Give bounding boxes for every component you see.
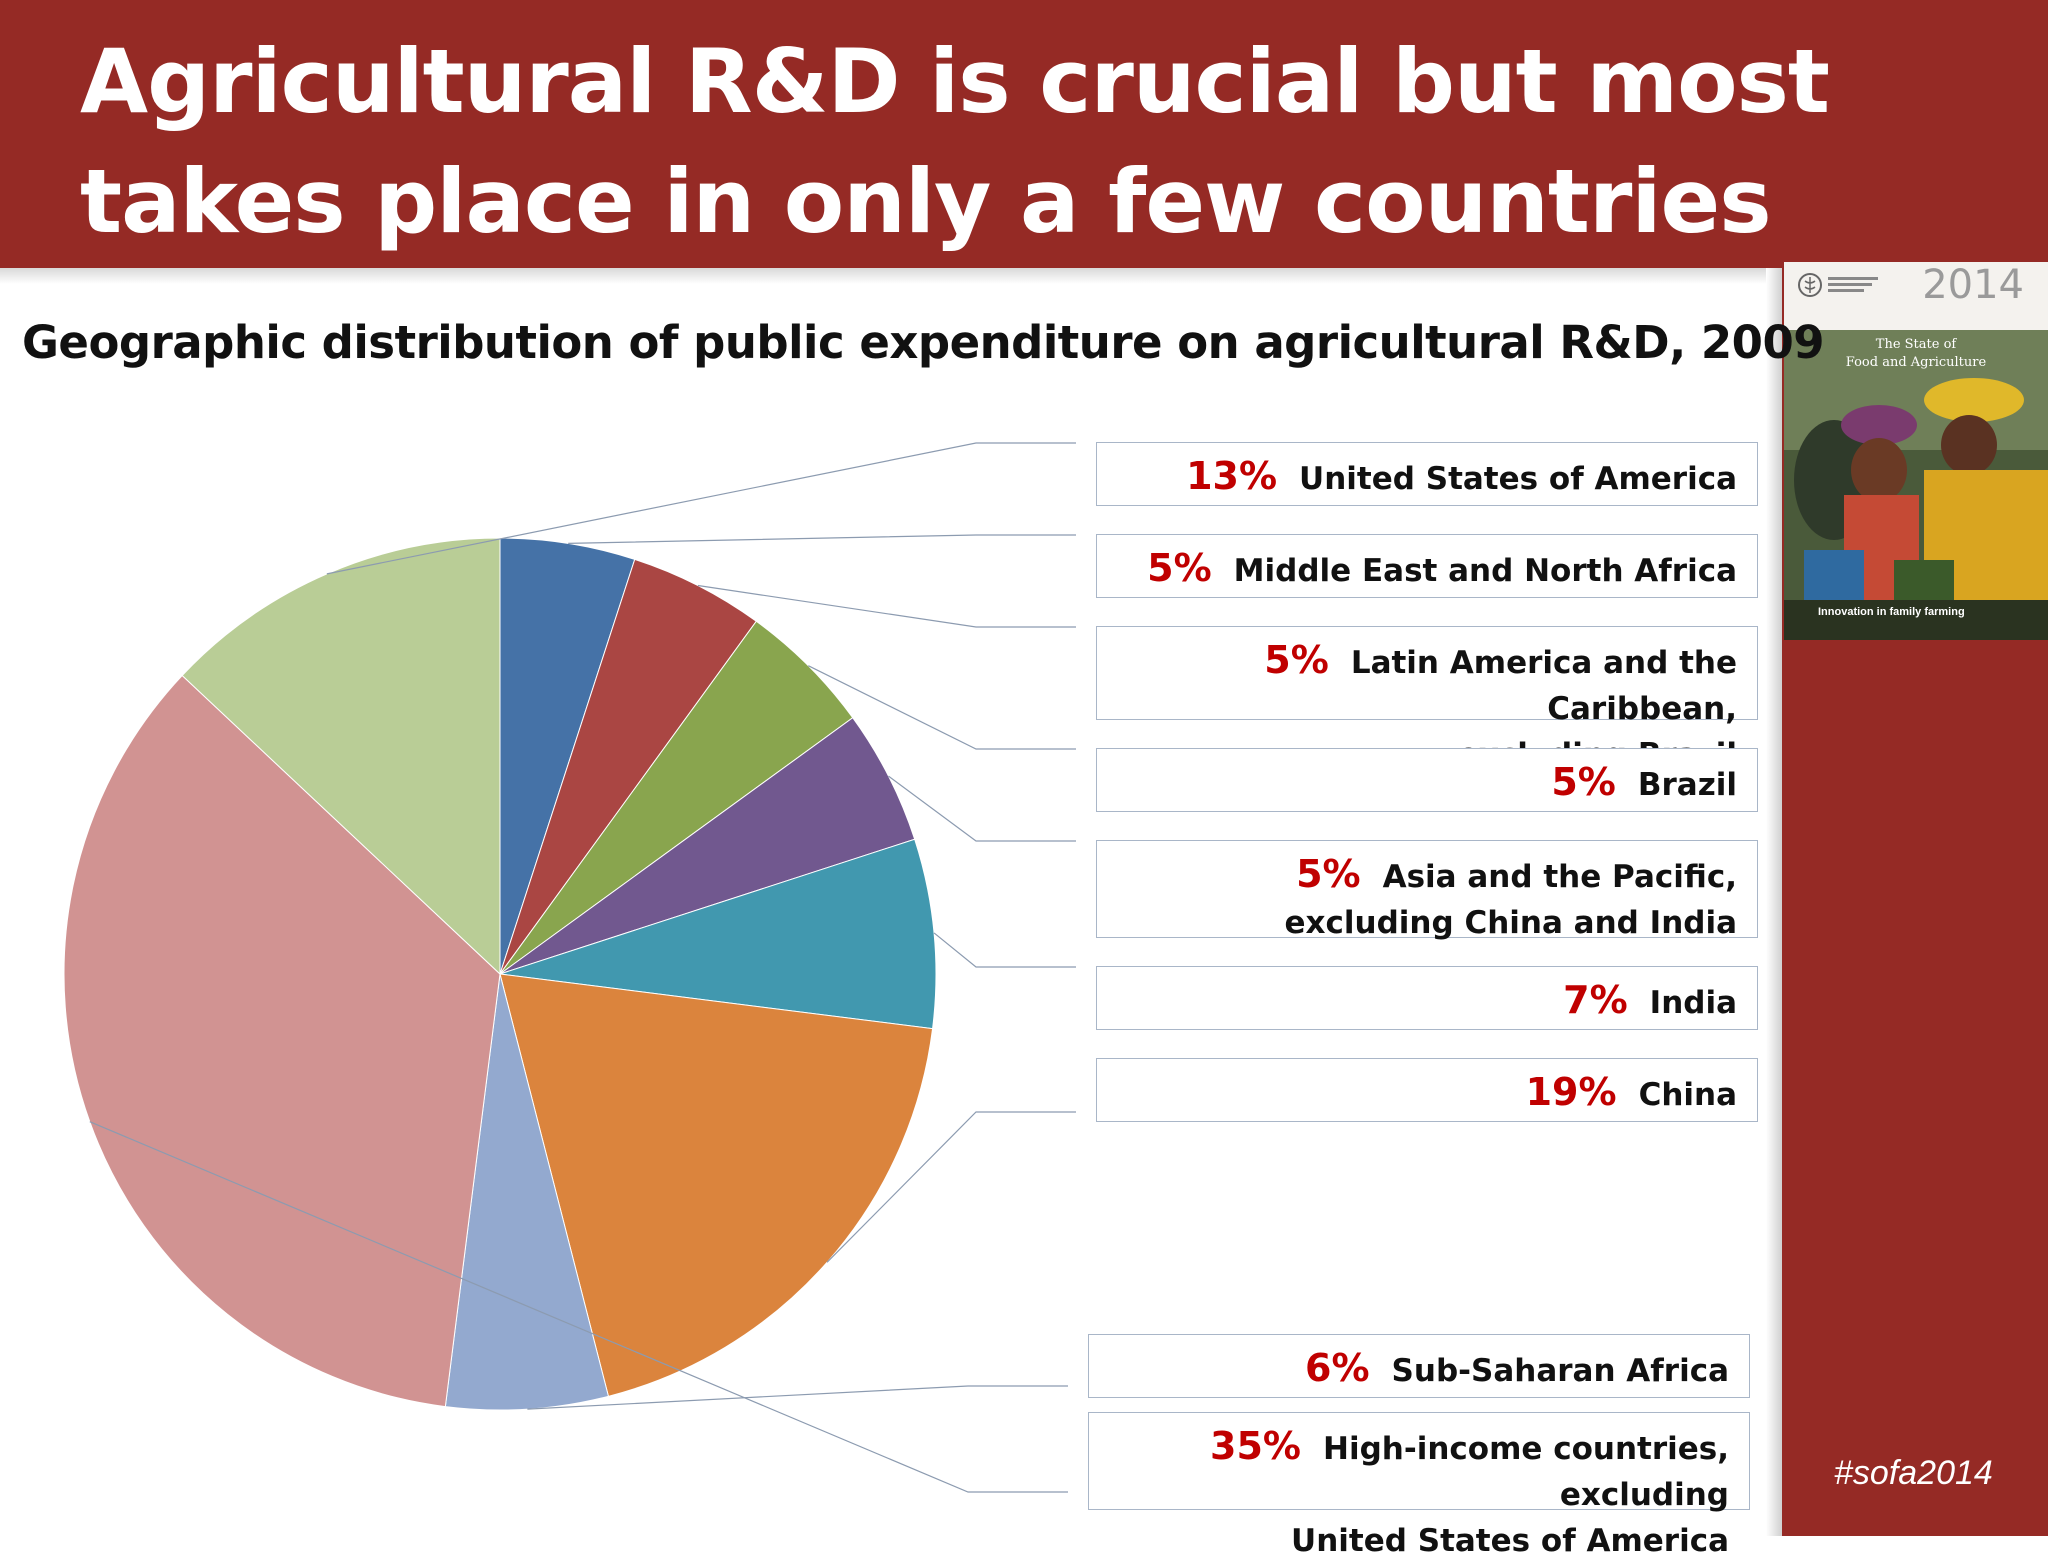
pie-label-text: Middle East and North Africa [1233, 553, 1737, 589]
slide-title: Agricultural R&D is crucial but most tak… [80, 30, 1830, 253]
pie-label-box: 6% Sub-Saharan Africa [1088, 1334, 1750, 1398]
cover-photo-image [1784, 330, 2048, 640]
pie-label-box: 5% Middle East and North Africa [1096, 534, 1758, 598]
pie-label-text: Brazil [1637, 767, 1737, 803]
pie-leader-line [527, 1385, 1068, 1410]
pie-leader-line [933, 932, 1076, 968]
sidebar-divider [1766, 268, 1782, 1536]
pie-leader-line [326, 442, 1076, 575]
pie-leader-line [888, 775, 1076, 842]
pie-slice-6 [499, 973, 934, 1397]
pie-label-text: India [1649, 985, 1737, 1021]
pie-label-percent: 5% [1264, 638, 1329, 682]
pie-label-percent: 6% [1305, 1346, 1370, 1390]
fao-logo-icon [1798, 273, 1878, 297]
pie-label-text: United States of America [1299, 461, 1737, 497]
pie-label-box: 13% United States of America [1096, 442, 1758, 506]
pie-chart [63, 442, 1076, 1493]
pie-leader-line [808, 665, 1076, 750]
pie-leader-line [568, 534, 1076, 544]
chart-title: Geographic distribution of public expend… [22, 316, 1825, 369]
pie-leader-line [697, 584, 1076, 628]
pie-label-percent: 7% [1563, 978, 1628, 1022]
pie-label-text: Asia and the Pacific, excluding China an… [1284, 859, 1738, 941]
pie-label-text: High-income countries, excluding United … [1291, 1431, 1729, 1559]
pie-label-percent: 5% [1296, 852, 1361, 896]
cover-title: The State of Food and Agriculture [1784, 336, 2048, 372]
pie-label-percent: 35% [1210, 1424, 1302, 1468]
pie-label-box: 5% Asia and the Pacific, excluding China … [1096, 840, 1758, 941]
header-band: Agricultural R&D is crucial but most tak… [0, 0, 2048, 268]
cover-title-line1: The State of [1875, 337, 1957, 352]
pie-label-text: China [1638, 1077, 1737, 1113]
hashtag: #sofa2014 [1834, 1454, 1993, 1492]
pie-label-box: 19% China [1096, 1058, 1758, 1122]
pie-label-percent: 5% [1147, 546, 1212, 590]
pie-label-percent: 13% [1186, 454, 1278, 498]
pie-label-percent: 19% [1525, 1070, 1617, 1114]
cover-year: 2014 [1922, 262, 2024, 308]
cover-title-line2: Food and Agriculture [1845, 355, 1987, 370]
pie-label-box: 7% India [1096, 966, 1758, 1030]
pie-label-percent: 5% [1551, 760, 1616, 804]
pie-label-box: 5% Brazil [1096, 748, 1758, 812]
pie-label-text: Sub-Saharan Africa [1391, 1353, 1729, 1389]
report-cover-thumbnail: 2014 The State of Food and Agriculture I… [1784, 262, 2048, 640]
pie-label-box: 5%Latin America and the Caribbean, exclu… [1096, 626, 1758, 773]
pie-leader-line [826, 1111, 1076, 1263]
pie-leader-line [89, 1121, 1068, 1493]
header-shadow [0, 268, 1782, 284]
pie-label-box: 35% High-income countries, excluding Unit… [1088, 1412, 1750, 1559]
cover-caption: Innovation in family farming [1818, 606, 1965, 618]
